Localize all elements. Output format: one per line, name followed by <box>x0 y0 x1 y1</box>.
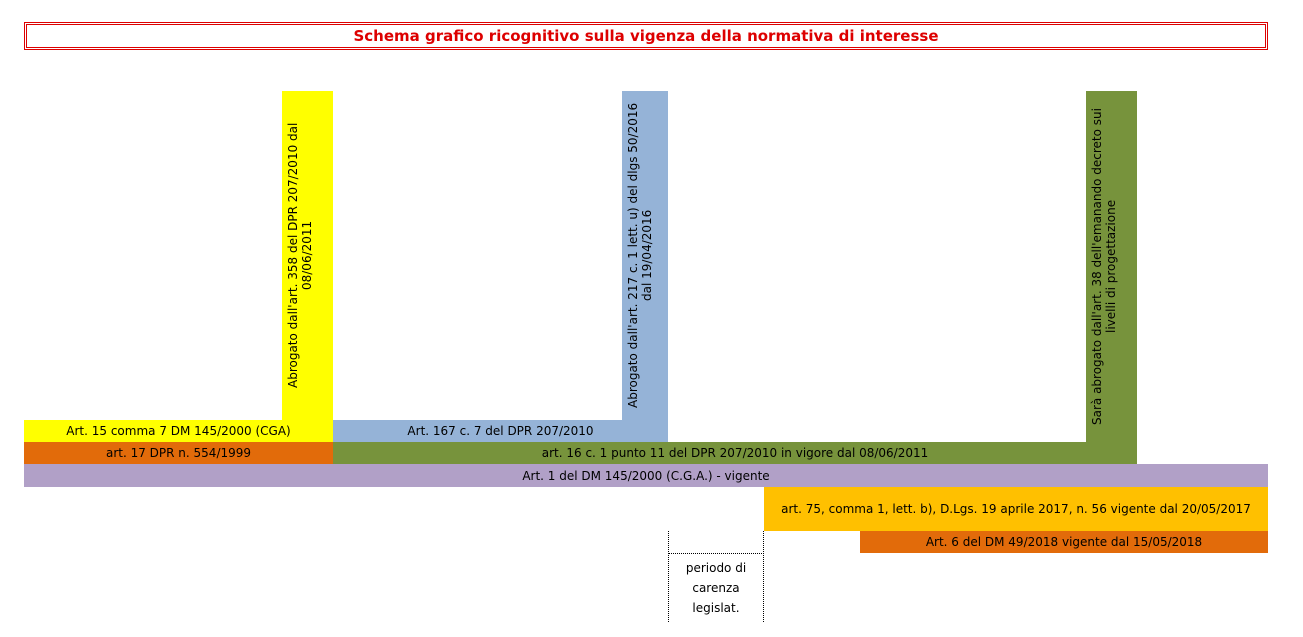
bar: art. 16 c. 1 punto 11 del DPR 207/2010 i… <box>333 442 1137 464</box>
bar: art. 17 DPR n. 554/1999 <box>24 442 333 464</box>
bar: Art. 1 del DM 145/2000 (C.G.A.) - vigent… <box>24 464 1268 487</box>
bar: Art. 6 del DM 49/2018 vigente dal 15/05/… <box>860 531 1268 553</box>
vertical-note: Sarà abrogato dall'art. 38 dell'emanando… <box>1086 91 1137 442</box>
title: Schema grafico ricognitivo sulla vigenza… <box>24 22 1268 50</box>
bar: Art. 15 comma 7 DM 145/2000 (CGA) <box>24 420 333 442</box>
gap-box <box>668 531 764 622</box>
bar: Art. 167 c. 7 del DPR 207/2010 <box>333 420 668 442</box>
gap-line <box>668 553 764 554</box>
bar: art. 75, comma 1, lett. b), D.Lgs. 19 ap… <box>764 487 1268 531</box>
vertical-note: Abrogato dall'art. 217 c. 1 lett. u) del… <box>622 91 668 420</box>
vertical-note: Abrogato dall'art. 358 del DPR 207/2010 … <box>282 91 333 420</box>
gap-note: periodo di carenza legislat. <box>685 561 747 615</box>
